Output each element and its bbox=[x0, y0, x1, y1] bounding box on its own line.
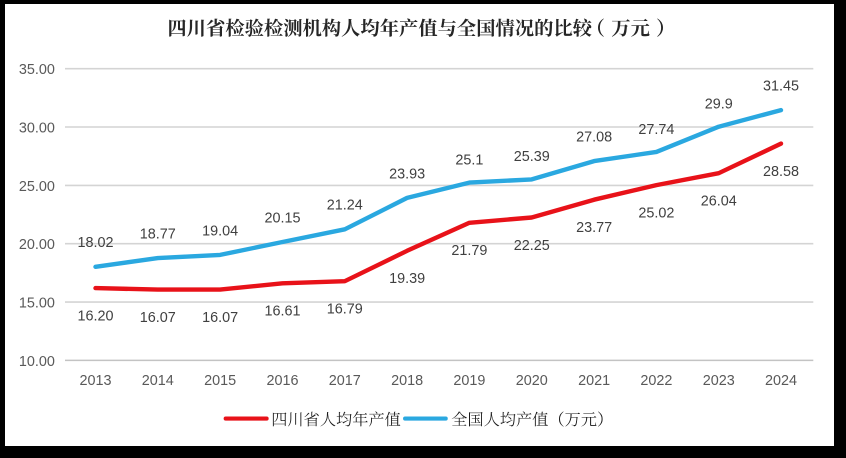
svg-text:16.79: 16.79 bbox=[327, 302, 363, 318]
svg-text:22.25: 22.25 bbox=[514, 238, 550, 254]
svg-text:16.07: 16.07 bbox=[202, 310, 238, 326]
svg-text:16.61: 16.61 bbox=[264, 304, 300, 320]
svg-text:26.04: 26.04 bbox=[701, 194, 737, 210]
svg-text:23.93: 23.93 bbox=[389, 166, 425, 182]
svg-text:27.74: 27.74 bbox=[638, 122, 674, 138]
svg-text:20.15: 20.15 bbox=[264, 210, 300, 226]
svg-text:16.20: 16.20 bbox=[77, 309, 113, 325]
svg-text:2014: 2014 bbox=[142, 373, 174, 389]
svg-text:21.24: 21.24 bbox=[327, 198, 363, 214]
svg-text:25.39: 25.39 bbox=[514, 149, 550, 165]
svg-text:2013: 2013 bbox=[79, 373, 111, 389]
svg-text:16.07: 16.07 bbox=[140, 310, 176, 326]
svg-text:2021: 2021 bbox=[578, 373, 610, 389]
svg-text:23.77: 23.77 bbox=[576, 220, 612, 236]
svg-text:2020: 2020 bbox=[516, 373, 548, 389]
svg-text:21.79: 21.79 bbox=[451, 243, 487, 259]
svg-text:29.9: 29.9 bbox=[705, 97, 733, 113]
svg-text:2024: 2024 bbox=[765, 373, 797, 389]
svg-text:28.58: 28.58 bbox=[763, 164, 799, 180]
svg-text:19.39: 19.39 bbox=[389, 271, 425, 287]
svg-text:2017: 2017 bbox=[329, 373, 361, 389]
svg-text:20.00: 20.00 bbox=[19, 237, 55, 253]
svg-text:25.02: 25.02 bbox=[638, 206, 674, 222]
svg-text:31.45: 31.45 bbox=[763, 79, 799, 95]
svg-text:2016: 2016 bbox=[266, 373, 298, 389]
svg-text:19.04: 19.04 bbox=[202, 223, 238, 239]
svg-text:30.00: 30.00 bbox=[19, 121, 55, 137]
svg-text:2023: 2023 bbox=[703, 373, 735, 389]
svg-text:10.00: 10.00 bbox=[19, 354, 55, 370]
svg-text:35.00: 35.00 bbox=[19, 62, 55, 78]
svg-text:18.77: 18.77 bbox=[140, 227, 176, 243]
svg-text:25.1: 25.1 bbox=[455, 153, 483, 169]
svg-text:18.02: 18.02 bbox=[77, 235, 113, 251]
svg-text:2019: 2019 bbox=[453, 373, 485, 389]
svg-text:2015: 2015 bbox=[204, 373, 236, 389]
svg-text:15.00: 15.00 bbox=[19, 296, 55, 312]
svg-text:25.00: 25.00 bbox=[19, 179, 55, 195]
svg-text:2018: 2018 bbox=[391, 373, 423, 389]
svg-text:27.08: 27.08 bbox=[576, 130, 612, 146]
svg-text:2022: 2022 bbox=[640, 373, 672, 389]
